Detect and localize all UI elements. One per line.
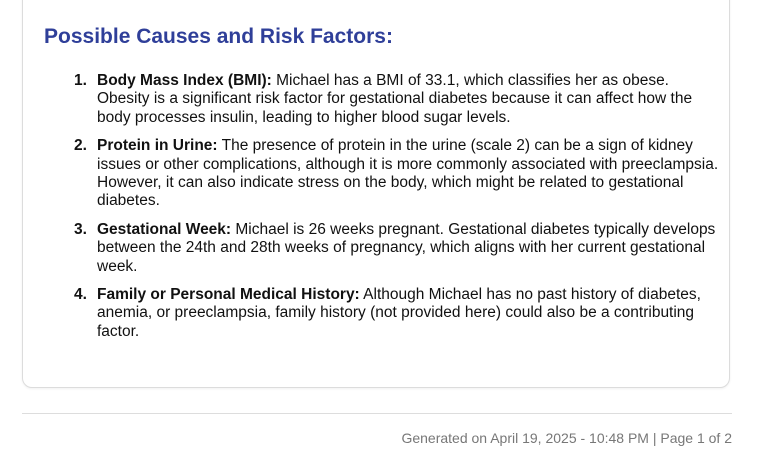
list-item-number: 2. <box>74 137 87 155</box>
section-heading: Possible Causes and Risk Factors: <box>44 25 393 48</box>
list-item-number: 1. <box>74 72 87 89</box>
list-item-number: 4. <box>74 286 87 304</box>
list-item-term: Gestational Week: <box>97 220 232 238</box>
causes-list: 1. Body Mass Index (BMI): Michael has a … <box>0 72 720 351</box>
list-item-term: Family or Personal Medical History: <box>97 286 360 304</box>
footer-divider <box>22 413 732 414</box>
list-item-text: Michael is 26 weeks pregnant. Gestationa… <box>97 220 716 275</box>
list-item: 2. Protein in Urine: The presence of pro… <box>0 137 720 211</box>
list-item-term: Body Mass Index (BMI): <box>97 72 272 89</box>
list-item-number: 3. <box>74 220 87 238</box>
content-card <box>22 0 730 388</box>
list-item-text: The presence of protein in the urine (sc… <box>97 137 719 210</box>
list-item-term: Protein in Urine: <box>97 137 218 155</box>
list-item: 3. Gestational Week: Michael is 26 weeks… <box>0 221 720 276</box>
footer-generated-info: Generated on April 19, 2025 - 10:48 PM |… <box>401 430 732 446</box>
list-item: 1. Body Mass Index (BMI): Michael has a … <box>0 72 720 127</box>
list-item: 4. Family or Personal Medical History: A… <box>0 286 720 341</box>
list-item-text: Although Michael has no past history of … <box>97 286 701 340</box>
list-item-text: Michael has a BMI of 33.1, which classif… <box>97 72 693 126</box>
